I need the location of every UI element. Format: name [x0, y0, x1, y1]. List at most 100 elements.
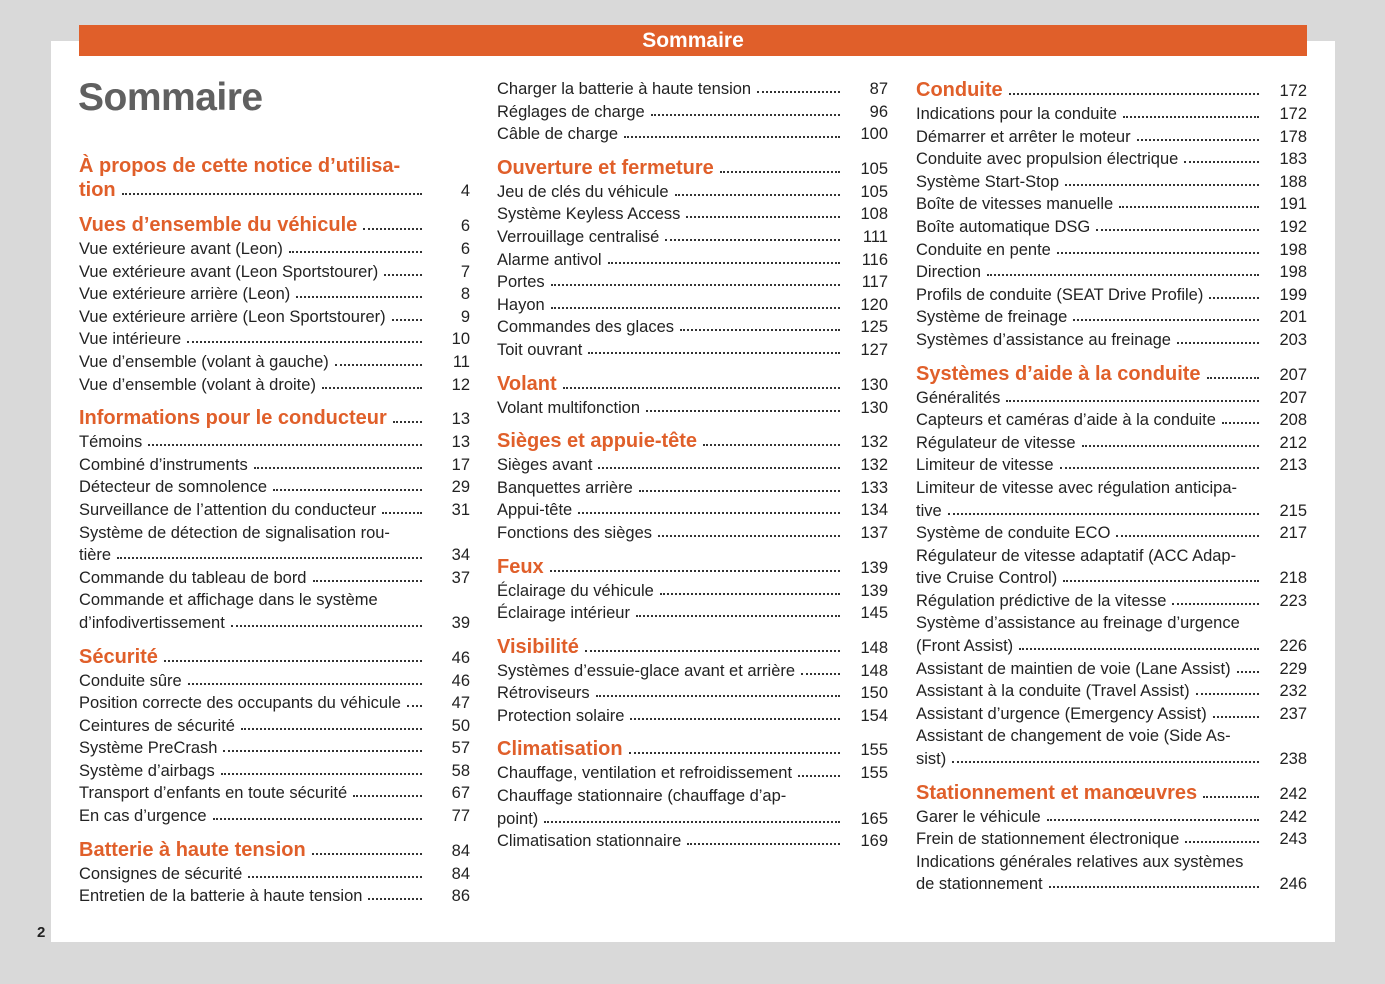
- toc-entry[interactable]: Système de conduite ECO 217: [916, 522, 1307, 545]
- toc-section-heading[interactable]: Stationnement et manœuvres 242: [916, 781, 1307, 806]
- toc-section-heading[interactable]: Conduite 172: [916, 78, 1307, 103]
- toc-entry[interactable]: Éclairage intérieur 145: [497, 602, 888, 625]
- toc-entry[interactable]: Portes 117: [497, 271, 888, 294]
- toc-entry[interactable]: Boîte de vitesses manuelle 191: [916, 193, 1307, 216]
- toc-entry[interactable]: Système PreCrash 57: [79, 737, 470, 760]
- toc-entry[interactable]: Charger la batterie à haute tension 87: [497, 78, 888, 101]
- toc-entry[interactable]: Limiteur de vitesse avec régulation anti…: [916, 477, 1307, 522]
- toc-entry[interactable]: Système d’airbags 58: [79, 760, 470, 783]
- toc-entry[interactable]: Régulation prédictive de la vitesse 223: [916, 590, 1307, 613]
- toc-entry[interactable]: Assistant à la conduite (Travel Assist) 2…: [916, 680, 1307, 703]
- toc-entry[interactable]: Rétroviseurs 150: [497, 682, 888, 705]
- toc-entry[interactable]: Assistant de changement de voie (Side As…: [916, 725, 1307, 770]
- toc-entry[interactable]: Climatisation stationnaire 169: [497, 830, 888, 853]
- toc-entry[interactable]: Généralités 207: [916, 387, 1307, 410]
- toc-entry[interactable]: Assistant de maintien de voie (Lane Assi…: [916, 658, 1307, 681]
- toc-entry[interactable]: Conduite sûre 46: [79, 670, 470, 693]
- toc-section-heading[interactable]: Informations pour le conducteur 13: [79, 406, 470, 431]
- toc-entry[interactable]: Vue d’ensemble (volant à droite) 12: [79, 374, 470, 397]
- toc-entry[interactable]: Boîte automatique DSG 192: [916, 216, 1307, 239]
- toc-entry[interactable]: Direction 198: [916, 261, 1307, 284]
- toc-section-heading[interactable]: Sécurité 46: [79, 645, 470, 670]
- toc-entry[interactable]: Verrouillage centralisé 111: [497, 226, 888, 249]
- toc-entry[interactable]: Hayon 120: [497, 294, 888, 317]
- dot-leader: [1122, 116, 1259, 118]
- toc-entry[interactable]: Banquettes arrière 133: [497, 477, 888, 500]
- toc-entry-title: Sièges et appuie-tête: [497, 430, 698, 453]
- toc-section-heading[interactable]: Feux 139: [497, 555, 888, 580]
- toc-entry[interactable]: Entretien de la batterie à haute tension…: [79, 885, 470, 908]
- toc-entry[interactable]: Position correcte des occupants du véhic…: [79, 692, 470, 715]
- toc-entry[interactable]: Système d’assistance au freinage d’urgen…: [916, 612, 1307, 657]
- toc-entry[interactable]: Protection solaire 154: [497, 705, 888, 728]
- toc-entry[interactable]: Toit ouvrant 127: [497, 339, 888, 362]
- toc-section-heading[interactable]: Climatisation 155: [497, 737, 888, 762]
- toc-entry[interactable]: Indications générales relatives aux syst…: [916, 851, 1307, 896]
- toc-page-number: 117: [861, 273, 888, 292]
- toc-entry[interactable]: Fonctions des sièges 137: [497, 522, 888, 545]
- toc-entry[interactable]: Conduite en pente 198: [916, 239, 1307, 262]
- toc-entry[interactable]: Frein de stationnement électronique 243: [916, 828, 1307, 851]
- toc-entry[interactable]: Chauffage, ventilation et refroidissemen…: [497, 762, 888, 785]
- toc-section-heading[interactable]: Volant 130: [497, 372, 888, 397]
- toc-entry[interactable]: Sièges avant 132: [497, 454, 888, 477]
- toc-entry[interactable]: Indications pour la conduite 172: [916, 103, 1307, 126]
- toc-entry[interactable]: Démarrer et arrêter le moteur 178: [916, 126, 1307, 149]
- toc-entry[interactable]: Vue extérieure avant (Leon) 6: [79, 238, 470, 261]
- toc-entry[interactable]: Surveillance de l’attention du conducteu…: [79, 499, 470, 522]
- toc-entry[interactable]: Réglages de charge 96: [497, 101, 888, 124]
- toc-entry[interactable]: Capteurs et caméras d’aide à la conduite…: [916, 409, 1307, 432]
- toc-entry[interactable]: Transport d’enfants en toute sécurité 67: [79, 782, 470, 805]
- toc-entry[interactable]: Garer le véhicule 242: [916, 806, 1307, 829]
- toc-entry[interactable]: Détecteur de somnolence 29: [79, 476, 470, 499]
- toc-entry[interactable]: Système Keyless Access 108: [497, 203, 888, 226]
- toc-entry[interactable]: Systèmes d’assistance au freinage 203: [916, 329, 1307, 352]
- toc-entry[interactable]: Éclairage du véhicule 139: [497, 580, 888, 603]
- toc-entry[interactable]: Consignes de sécurité 84: [79, 863, 470, 886]
- toc-entry[interactable]: Combiné d’instruments 17: [79, 454, 470, 477]
- toc-section-heading[interactable]: Batterie à haute tension 84: [79, 838, 470, 863]
- toc-entry[interactable]: Chauffage stationnaire (chauffage d’ap-p…: [497, 785, 888, 830]
- toc-entry[interactable]: Régulateur de vitesse 212: [916, 432, 1307, 455]
- toc-entry[interactable]: Commandes des glaces 125: [497, 316, 888, 339]
- toc-section-heading[interactable]: Sièges et appuie-tête 132: [497, 429, 888, 454]
- toc-entry[interactable]: Assistant d’urgence (Emergency Assist) 23…: [916, 703, 1307, 726]
- dot-leader: [646, 409, 840, 412]
- toc-entry[interactable]: Ceintures de sécurité 50: [79, 715, 470, 738]
- toc-entry-title: Portes: [497, 273, 545, 292]
- toc-entry[interactable]: Vue extérieure avant (Leon Sportstourer)…: [79, 261, 470, 284]
- toc-entry[interactable]: Régulateur de vitesse adaptatif (ACC Ada…: [916, 545, 1307, 590]
- dot-leader: [1046, 818, 1259, 821]
- toc-entry[interactable]: Commande du tableau de bord 37: [79, 567, 470, 590]
- toc-entry[interactable]: Vue extérieure arrière (Leon) 8: [79, 283, 470, 306]
- toc-section-heading[interactable]: À propos de cette notice d’utilisa-tion 4: [79, 154, 470, 203]
- toc-section-heading[interactable]: Ouverture et fermeture 105: [497, 156, 888, 181]
- toc-page-number: 12: [451, 375, 470, 394]
- toc-entry[interactable]: Jeu de clés du véhicule 105: [497, 181, 888, 204]
- toc-entry[interactable]: Conduite avec propulsion électrique 183: [916, 148, 1307, 171]
- toc-page-number: 208: [1279, 411, 1307, 430]
- toc-entry[interactable]: Système Start-Stop 188: [916, 171, 1307, 194]
- toc-entry[interactable]: Volant multifonction 130: [497, 397, 888, 420]
- toc-entry[interactable]: Câble de charge 100: [497, 123, 888, 146]
- dot-leader: [220, 772, 422, 775]
- toc-entry[interactable]: Système de détection de signalisation ro…: [79, 522, 470, 567]
- toc-section-heading[interactable]: Visibilité 148: [497, 635, 888, 660]
- toc-entry[interactable]: Alarme antivol 116: [497, 249, 888, 272]
- dot-leader: [550, 284, 840, 287]
- toc-entry[interactable]: Système de freinage 201: [916, 306, 1307, 329]
- toc-entry[interactable]: Appui-tête 134: [497, 499, 888, 522]
- toc-section-heading[interactable]: Systèmes d’aide à la conduite 207: [916, 362, 1307, 387]
- toc-entry[interactable]: Témoins 13: [79, 431, 470, 454]
- toc-entry[interactable]: Vue extérieure arrière (Leon Sportstoure…: [79, 306, 470, 329]
- toc-entry-row: Volant 130: [497, 372, 888, 397]
- toc-entry[interactable]: En cas d’urgence 77: [79, 805, 470, 828]
- dot-leader: [212, 818, 422, 821]
- toc-entry[interactable]: Vue intérieure 10: [79, 328, 470, 351]
- toc-entry[interactable]: Profils de conduite (SEAT Drive Profile)…: [916, 284, 1307, 307]
- toc-entry[interactable]: Vue d’ensemble (volant à gauche) 11: [79, 351, 470, 374]
- toc-entry[interactable]: Systèmes d’essuie-glace avant et arrière…: [497, 660, 888, 683]
- toc-entry[interactable]: Limiteur de vitesse 213: [916, 454, 1307, 477]
- toc-entry[interactable]: Commande et affichage dans le système d’i…: [79, 589, 470, 634]
- toc-section-heading[interactable]: Vues d’ensemble du véhicule 6: [79, 213, 470, 238]
